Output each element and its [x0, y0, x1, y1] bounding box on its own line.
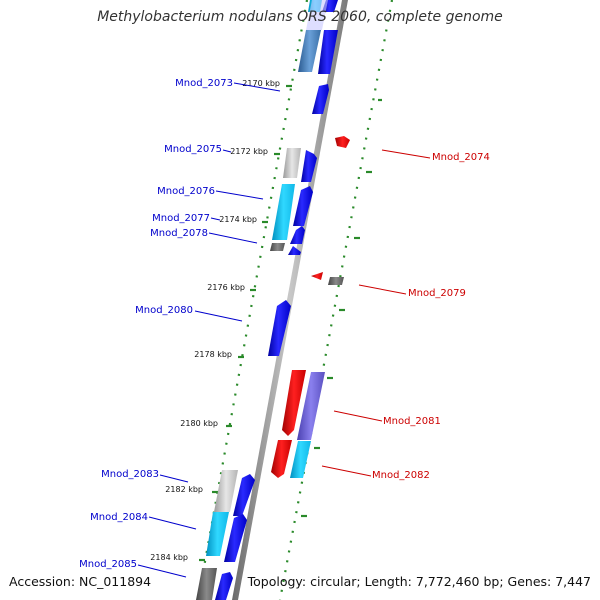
- gene-label-mnod-2085[interactable]: Mnod_2085: [79, 559, 137, 570]
- gene-label-mnod-2081[interactable]: Mnod_2081: [383, 416, 441, 427]
- kbp-mark-2170: 2170 kbp: [242, 79, 292, 88]
- kbp-scale: 2170 kbp 2172 kbp 2174 kbp 2176 kbp 2178…: [150, 79, 292, 562]
- gene-label-mnod-2077[interactable]: Mnod_2077: [152, 213, 210, 224]
- reverse-gene-labels: Mnod_2074 Mnod_2079 Mnod_2081 Mnod_2082: [372, 152, 490, 481]
- gene-label-mnod-2078[interactable]: Mnod_2078: [150, 228, 208, 239]
- forward-gene-labels: Mnod_2073 Mnod_2075 Mnod_2076 Mnod_2077 …: [79, 78, 233, 570]
- kbp-mark-2180: 2180 kbp: [180, 419, 232, 428]
- gene-label-mnod-2074[interactable]: Mnod_2074: [432, 152, 490, 163]
- kbp-mark-2174: 2174 kbp: [219, 215, 268, 224]
- right-track-ticks: [301, 98, 382, 518]
- kbp-mark-2184: 2184 kbp: [150, 553, 205, 562]
- gene-label-mnod-2080[interactable]: Mnod_2080: [135, 305, 193, 316]
- gc-track-right: [278, 0, 394, 600]
- gene-feature-mnod-2076[interactable]: [272, 184, 313, 240]
- accession-text: Accession: NC_011894: [9, 574, 152, 589]
- gene-feature-mnod-2085[interactable]: [196, 568, 233, 600]
- gene-feature-mnod-2073[interactable]: [312, 84, 329, 114]
- gene-label-mnod-2082[interactable]: Mnod_2082: [372, 470, 430, 481]
- kbp-label: 2176 kbp: [207, 283, 245, 292]
- kbp-label: 2178 kbp: [194, 350, 232, 359]
- gene-feature-mnod-2084[interactable]: [206, 512, 247, 562]
- genome-summary-text: Topology: circular; Length: 7,772,460 bp…: [247, 574, 591, 589]
- kbp-label: 2180 kbp: [180, 419, 218, 428]
- kbp-mark-2176: 2176 kbp: [207, 283, 256, 292]
- gene-feature-mnod-2075[interactable]: [283, 148, 317, 182]
- kbp-label: 2182 kbp: [165, 485, 203, 494]
- kbp-mark-2178: 2178 kbp: [194, 350, 244, 359]
- gene-label-mnod-2076[interactable]: Mnod_2076: [157, 186, 215, 197]
- gene-feature-mnod-2079[interactable]: [311, 272, 344, 285]
- gene-feature-mnod-2077[interactable]: [290, 226, 305, 244]
- gc-track-left: [196, 0, 309, 600]
- gene-label-mnod-2084[interactable]: Mnod_2084: [90, 512, 148, 523]
- gene-feature-mnod-2080[interactable]: [268, 300, 291, 356]
- gene-feature-mnod-2081[interactable]: [282, 370, 325, 440]
- gene-label-mnod-2075[interactable]: Mnod_2075: [164, 144, 222, 155]
- genome-backbone: [232, 0, 348, 600]
- gene-feature-mnod-2083[interactable]: [214, 470, 255, 516]
- gene-feature-mnod-2082[interactable]: [271, 440, 311, 478]
- label-leader-lines: [137, 82, 431, 578]
- gene-label-mnod-2073[interactable]: Mnod_2073: [175, 78, 233, 89]
- kbp-label: 2172 kbp: [230, 147, 268, 156]
- kbp-mark-2172: 2172 kbp: [230, 147, 280, 156]
- kbp-label: 2170 kbp: [242, 79, 280, 88]
- gene-feature-top-partial[interactable]: [298, 0, 338, 74]
- gene-feature-mnod-2078[interactable]: [270, 243, 301, 255]
- kbp-label: 2184 kbp: [150, 553, 188, 562]
- kbp-mark-2182: 2182 kbp: [165, 485, 218, 494]
- gene-label-mnod-2079[interactable]: Mnod_2079: [408, 288, 466, 299]
- gene-label-mnod-2083[interactable]: Mnod_2083: [101, 469, 159, 480]
- kbp-label: 2174 kbp: [219, 215, 257, 224]
- genome-title: Methylobacterium nodulans ORS 2060, comp…: [97, 9, 503, 25]
- gene-feature-mnod-2074[interactable]: [335, 136, 350, 148]
